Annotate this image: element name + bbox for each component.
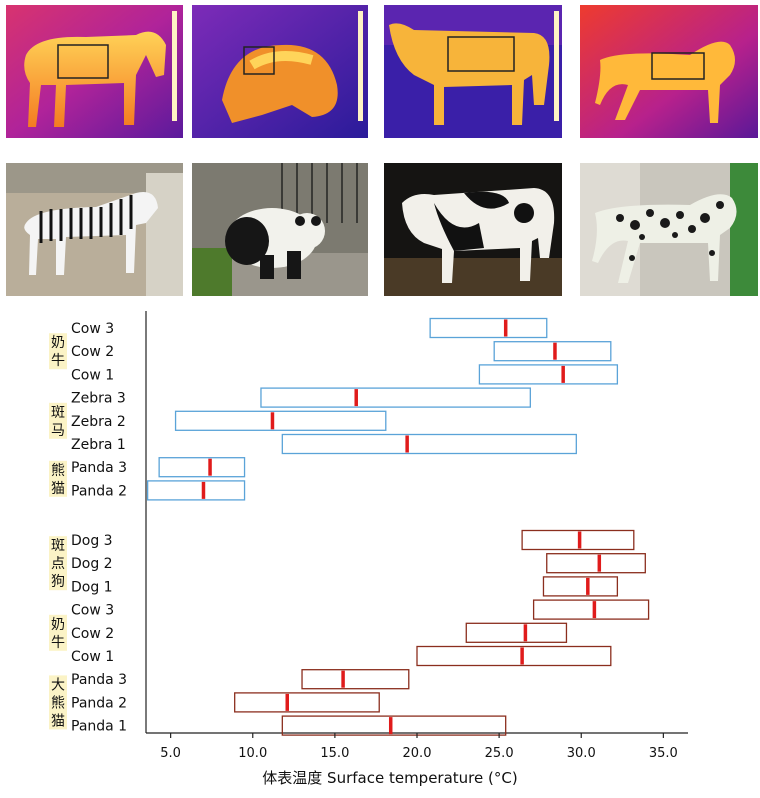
group-label-char-3-1: 点 [51,556,65,572]
row-label-panda-1-lower: Panda 1 [71,719,127,735]
box-cow-2-lower [465,622,568,643]
box-dog-2-lower [546,553,646,574]
group-label-char-0-1: 牛 [51,353,65,369]
thermal-photo-dog [580,5,758,138]
thermal-photo-zebra [6,5,183,138]
group-label-bg-0 [49,333,67,370]
group-label-char-1-0: 斑 [51,405,65,421]
box-cow-3-upper [429,317,548,339]
row-label-cow-3-lower: Cow 3 [71,603,114,619]
x-tick-label-0: 5.0 [160,746,181,761]
group-label-bg-2 [49,460,67,497]
box-panda-3-lower [301,669,410,690]
group-label-char-4-0: 奶 [51,617,65,633]
thermal-photo-panda [192,5,368,138]
x-tick-label-2: 15.0 [320,746,349,761]
row-label-cow-3-upper: Cow 3 [71,321,114,337]
row-label-dog-1-lower: Dog 1 [71,579,113,595]
box-panda-3-upper [158,457,246,478]
group-label-char-5-2: 猫 [51,713,65,729]
row-label-dog-3-lower: Dog 3 [71,533,113,549]
box-zebra-2-upper [174,410,387,431]
group-label-char-5-1: 熊 [51,695,65,711]
group-label-char-5-0: 大 [51,677,65,693]
x-tick-label-3: 20.0 [403,746,432,761]
box-cow-3-lower [532,599,650,620]
photo-cow [384,163,562,296]
row-label-zebra-3-upper: Zebra 3 [71,391,126,407]
group-label-char-4-1: 牛 [51,635,65,651]
row-label-cow-2-upper: Cow 2 [71,344,114,360]
photo-zebra [6,163,183,296]
box-zebra-3-upper [260,387,531,408]
group-label-char-0-0: 奶 [51,335,65,351]
row-label-cow-2-lower: Cow 2 [71,626,114,642]
box-dog-3-lower [521,529,635,551]
row-label-cow-1-lower: Cow 1 [71,649,114,665]
row-label-panda-3-upper: Panda 3 [71,460,127,476]
box-panda-1-lower [281,715,507,736]
thermal-photo-cow [384,5,562,138]
box-cow-2-upper [493,341,612,362]
box-cow-1-upper [478,364,619,385]
group-label-char-2-0: 熊 [51,463,65,479]
group-label-char-3-2: 狗 [51,574,65,590]
x-tick-label-5: 30.0 [567,746,596,761]
group-label-char-3-0: 斑 [51,538,65,554]
group-label-bg-5 [49,675,67,730]
row-label-zebra-1-upper: Zebra 1 [71,437,126,453]
x-tick-label-6: 35.0 [649,746,678,761]
x-tick-label-1: 10.0 [238,746,267,761]
box-panda-2-upper [146,480,246,501]
box-panda-2-lower [234,692,380,713]
row-label-panda-2-upper: Panda 2 [71,483,127,499]
row-label-cow-1-upper: Cow 1 [71,367,114,383]
row-label-panda-3-lower: Panda 3 [71,672,127,688]
box-dog-1-lower [542,576,619,597]
box-cow-1-lower [416,645,612,667]
box-zebra-1-upper [281,433,577,455]
row-label-dog-2-lower: Dog 2 [71,556,113,572]
row-label-zebra-2-upper: Zebra 2 [71,414,126,430]
group-label-char-1-1: 马 [51,423,65,439]
group-label-bg-4 [49,614,67,651]
photo-panda [192,163,368,296]
x-axis-title: 体表温度 Surface temperature (°C) [262,769,517,787]
photo-dog [580,163,758,296]
group-label-bg-1 [49,402,67,439]
group-label-bg-3 [49,536,67,591]
group-label-char-2-1: 猫 [51,481,65,497]
x-tick-label-4: 25.0 [485,746,514,761]
row-label-panda-2-lower: Panda 2 [71,695,127,711]
